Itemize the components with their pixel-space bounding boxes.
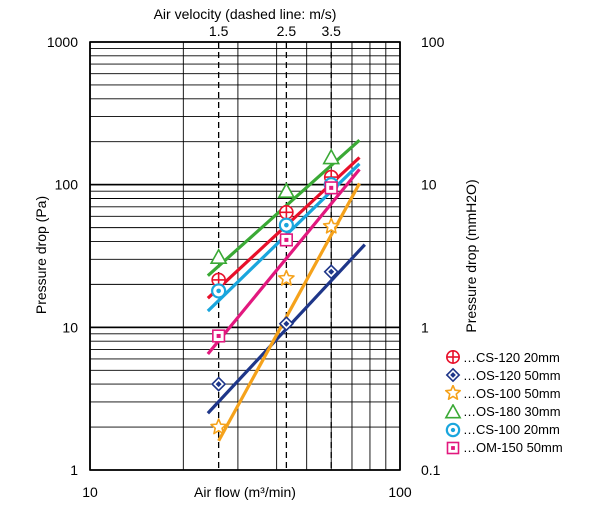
- data-point: [277, 269, 295, 286]
- data-point: [445, 422, 461, 438]
- data-point: [446, 441, 460, 455]
- y-right-tick-label: 0.1: [421, 462, 441, 478]
- data-point: [322, 217, 340, 234]
- legend-item: …OM-150 50mm: [444, 440, 594, 456]
- y-tick-label: 1: [70, 462, 78, 478]
- series-line: [206, 168, 361, 356]
- legend-marker: [444, 403, 462, 419]
- data-point: [446, 350, 460, 364]
- legend-item: …OS-100 50mm: [444, 385, 594, 401]
- data-point: [210, 418, 228, 435]
- legend-label: …OM-150 50mm: [463, 440, 563, 456]
- velocity-label: 1.5: [209, 23, 229, 39]
- y-axis-label: Pressure drop (Pa): [33, 196, 49, 314]
- series-points: [211, 264, 339, 392]
- legend-label: …OS-180 30mm: [463, 404, 561, 420]
- legend-item: …CS-100 20mm: [444, 422, 594, 438]
- data-point: [277, 182, 296, 198]
- velocity-label: 3.5: [321, 23, 341, 39]
- y-tick-label: 10: [62, 319, 78, 335]
- series-points: [211, 169, 339, 288]
- data-point: [444, 403, 462, 419]
- y-right-tick-label: 10: [421, 177, 437, 193]
- legend: …CS-120 20mm …OS-120 50mm …OS-100 50mm …OS-…: [444, 349, 594, 458]
- data-point: [324, 181, 338, 195]
- x-tick-label: 10: [82, 484, 98, 500]
- legend-marker: [444, 385, 462, 401]
- data-point: [211, 283, 227, 299]
- data-point: [322, 148, 341, 165]
- legend-marker: [445, 422, 461, 438]
- legend-item: …OS-120 50mm: [444, 367, 594, 383]
- data-point: [323, 264, 339, 280]
- x-tick-label: 100: [388, 484, 412, 500]
- velocity-label: 2.5: [277, 23, 297, 39]
- data-point: [279, 205, 294, 220]
- chart-title: Air velocity (dashed line: m/s): [154, 6, 337, 22]
- data-point: [211, 272, 226, 288]
- y-tick-label: 1000: [47, 34, 78, 50]
- data-point: [279, 233, 293, 247]
- series-points: [209, 148, 341, 265]
- data-point: [278, 217, 294, 233]
- y-right-tick-label: 1: [421, 319, 429, 335]
- series-om-150-50mm: [206, 168, 361, 356]
- legend-label: …OS-100 50mm: [463, 385, 561, 401]
- series-points: [210, 217, 340, 435]
- plot-frame: [89, 41, 401, 471]
- data-point: [278, 316, 295, 332]
- data-point: [211, 376, 227, 392]
- legend-label: …OS-120 50mm: [463, 367, 561, 383]
- legend-label: …CS-120 20mm: [463, 349, 560, 365]
- legend-item: …CS-120 20mm: [444, 349, 594, 365]
- y-right-tick-label: 100: [421, 34, 445, 50]
- legend-marker: [445, 367, 461, 383]
- data-point: [445, 367, 461, 383]
- series-group: [206, 138, 366, 442]
- legend-label: …CS-100 20mm: [463, 422, 560, 438]
- x-axis-label: Air flow (m³/min): [194, 484, 296, 500]
- data-point: [444, 385, 462, 401]
- legend-marker: [446, 441, 460, 455]
- series-points: [212, 181, 338, 343]
- y-tick-label: 100: [55, 177, 79, 193]
- data-point: [212, 329, 226, 343]
- legend-item: …OS-180 30mm: [444, 403, 594, 420]
- legend-marker: [446, 350, 460, 364]
- data-point: [209, 248, 228, 265]
- y-axis-label-right: Pressure drop (mmH2O): [463, 179, 479, 332]
